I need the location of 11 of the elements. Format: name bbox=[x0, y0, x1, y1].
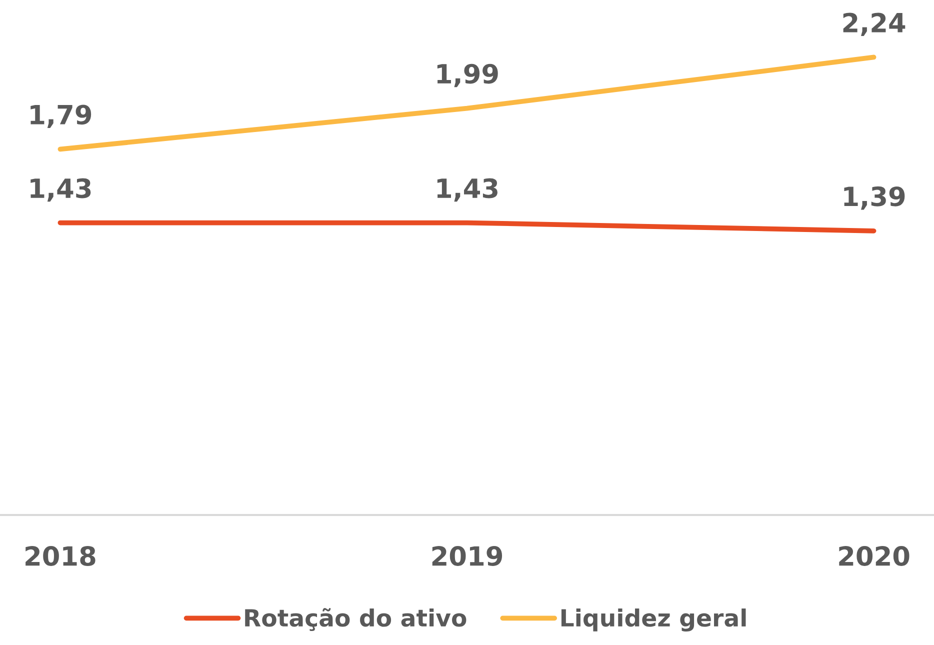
legend-label: Rotação do ativo bbox=[245, 608, 466, 632]
x-tick-label: 2019 bbox=[432, 546, 502, 566]
x-tick-label: 2020 bbox=[839, 546, 910, 566]
data-label: 1,43 bbox=[437, 178, 498, 202]
x-tick-label: 2018 bbox=[26, 546, 96, 566]
legend-label: Liquidez geral bbox=[561, 608, 746, 632]
data-label: 1,99 bbox=[437, 64, 498, 88]
data-label: 1,79 bbox=[30, 104, 92, 128]
data-label: 2,24 bbox=[843, 12, 906, 36]
data-label: 1,43 bbox=[30, 178, 91, 202]
data-label: 1,39 bbox=[844, 186, 905, 210]
